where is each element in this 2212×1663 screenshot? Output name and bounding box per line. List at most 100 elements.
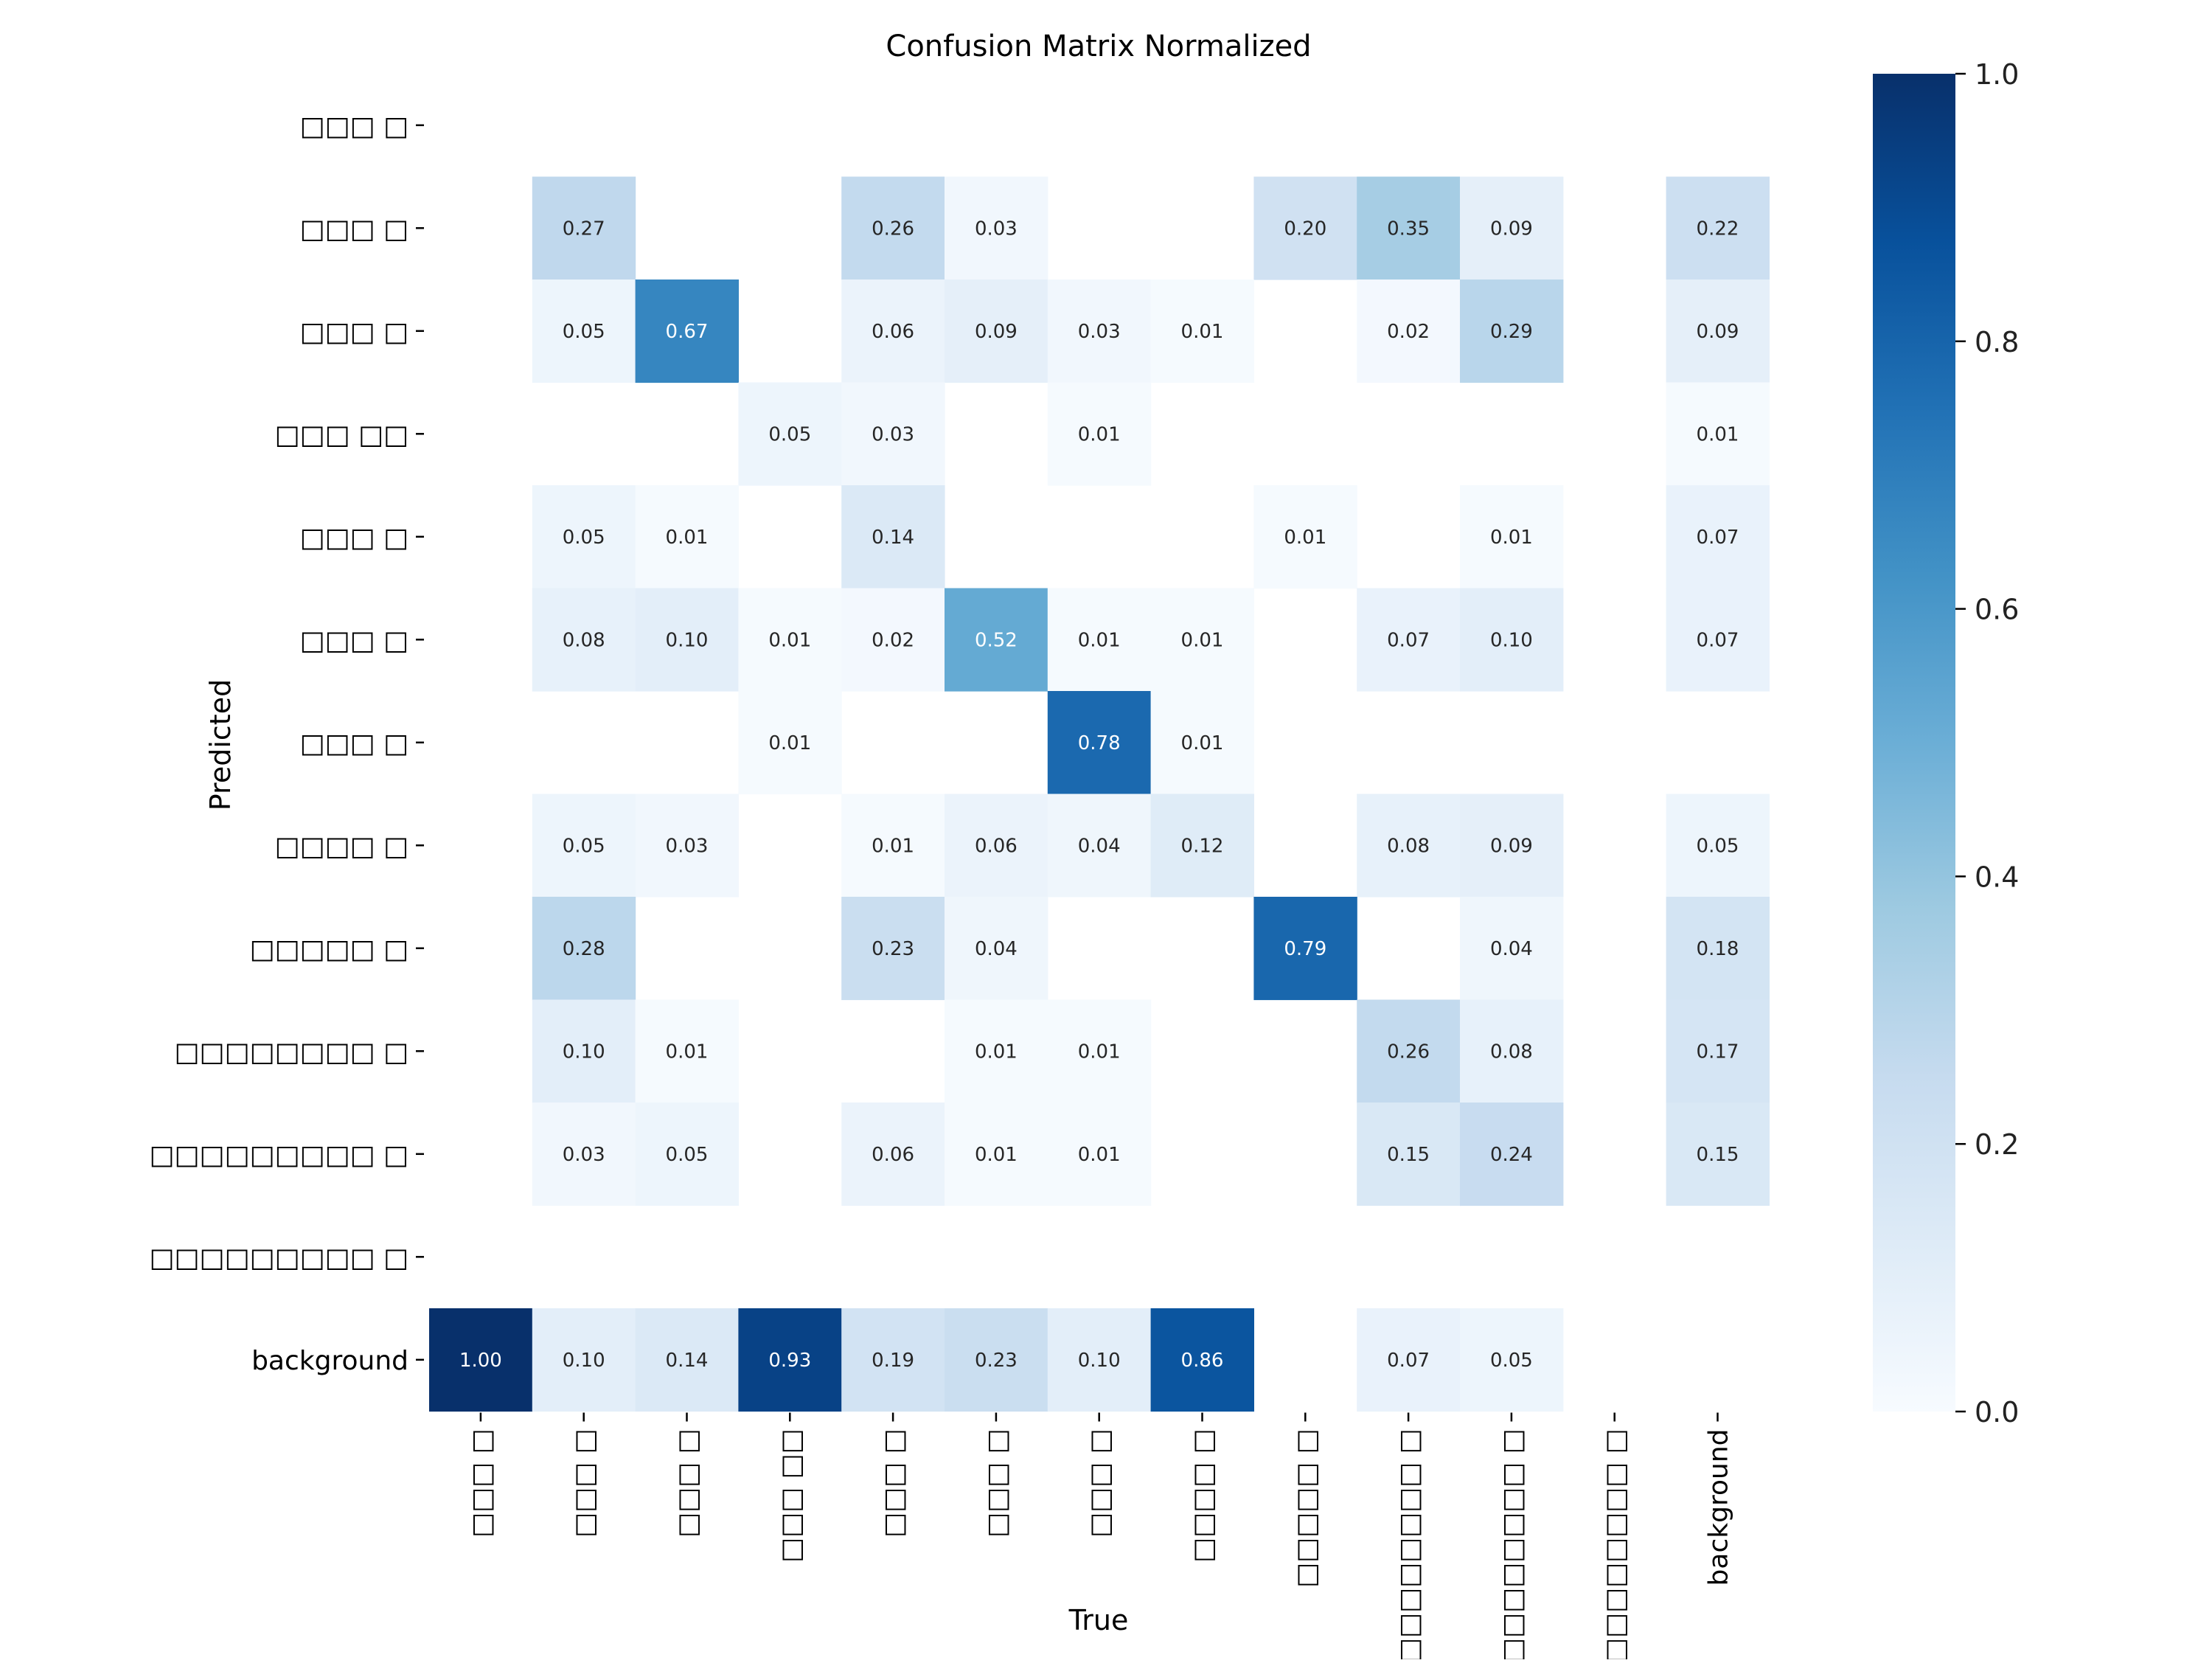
cell-value-label: 0.04 xyxy=(975,938,1018,960)
cell-value-label: 0.02 xyxy=(872,629,914,651)
heatmap-cell xyxy=(1253,485,1357,589)
cell-value-label: 0.27 xyxy=(563,218,605,240)
x-tick-label: background xyxy=(1704,1429,1734,1586)
cell-value-label: 0.10 xyxy=(1078,1350,1121,1372)
heatmap-cell xyxy=(635,280,739,383)
x-tick-label: □□□□□ □ xyxy=(1291,1429,1321,1589)
cell-value-label: 0.08 xyxy=(1387,835,1430,857)
heatmap-cell xyxy=(1047,280,1152,383)
cell-value-label: 0.19 xyxy=(872,1350,914,1372)
heatmap-cell xyxy=(1460,176,1564,280)
heatmap-cell xyxy=(945,897,1048,1001)
heatmap-cell xyxy=(945,588,1048,692)
y-tick-label: □□□ □ xyxy=(300,729,409,759)
cell-value-label: 0.07 xyxy=(1387,629,1430,651)
cell-value-label: 0.01 xyxy=(1490,527,1533,549)
cell-value-label: 0.09 xyxy=(1697,321,1739,343)
cell-value-label: 0.01 xyxy=(768,732,811,754)
cell-value-label: 0.78 xyxy=(1078,732,1121,754)
heatmap-cell xyxy=(1357,794,1461,898)
heatmap-cell xyxy=(1666,280,1770,383)
heatmap-cell xyxy=(841,897,945,1001)
x-tick-label: □□□ □ xyxy=(982,1429,1012,1538)
heatmap-cell xyxy=(635,1308,739,1412)
y-tick-label: □□□ □ xyxy=(300,111,409,142)
heatmap-cell xyxy=(1047,588,1152,692)
cell-value-label: 0.12 xyxy=(1181,835,1224,857)
cell-value-label: 0.14 xyxy=(666,1350,709,1372)
x-tick-label: □□□□□□□□ □ xyxy=(1394,1429,1425,1660)
cell-value-label: 0.06 xyxy=(975,835,1018,857)
x-tick-label: □□□□□□□□□ □ xyxy=(1498,1429,1528,1660)
cell-value-label: 0.17 xyxy=(1697,1041,1739,1063)
cell-value-label: 0.09 xyxy=(1490,835,1533,857)
y-tick-label: □□□ □ xyxy=(300,625,409,656)
colorbar-tick-label: 1.0 xyxy=(1975,58,2019,91)
cell-value-label: 0.10 xyxy=(563,1350,605,1372)
y-tick-label: □□□□ □ xyxy=(274,831,408,861)
cell-value-label: 0.01 xyxy=(768,629,811,651)
heatmap-cell xyxy=(738,382,842,486)
cell-value-label: 0.08 xyxy=(1490,1041,1533,1063)
cell-value-label: 0.01 xyxy=(975,1041,1018,1063)
cell-value-label: 0.01 xyxy=(666,527,709,549)
cell-value-label: 0.01 xyxy=(872,835,914,857)
cell-value-label: 0.06 xyxy=(872,321,914,343)
cell-value-label: 0.01 xyxy=(1078,1144,1121,1166)
y-tick-label: □□□□□□□□ □ xyxy=(174,1037,408,1067)
x-tick-label: □□□ □ xyxy=(673,1429,703,1538)
heatmap-cell xyxy=(1150,588,1254,692)
heatmap-cell xyxy=(841,794,945,898)
heatmap-cell xyxy=(1357,588,1461,692)
heatmap-cell xyxy=(635,1103,739,1207)
chart-title: Confusion Matrix Normalized xyxy=(886,29,1311,63)
cell-value-label: 0.26 xyxy=(872,218,914,240)
heatmap-cells xyxy=(429,176,1770,1412)
heatmap-cell xyxy=(1357,1103,1461,1207)
heatmap-cell xyxy=(1666,588,1770,692)
heatmap-cell xyxy=(1460,897,1564,1001)
heatmap-cell xyxy=(738,1308,842,1412)
heatmap-cell xyxy=(841,382,945,486)
x-axis-label: True xyxy=(1068,1604,1129,1636)
cell-value-label: 0.02 xyxy=(1387,321,1430,343)
heatmap-cell xyxy=(841,1103,945,1207)
heatmap-cell xyxy=(1460,1103,1564,1207)
colorbar-tick-label: 0.0 xyxy=(1975,1396,2019,1428)
y-tick-label: background xyxy=(251,1346,408,1376)
heatmap-cell xyxy=(1460,1308,1564,1412)
cell-value-label: 0.07 xyxy=(1387,1350,1430,1372)
cell-value-label: 0.03 xyxy=(975,218,1018,240)
cell-value-label: 0.01 xyxy=(1284,527,1326,549)
heatmap-cell xyxy=(1357,176,1461,280)
cell-value-label: 0.79 xyxy=(1284,938,1326,960)
heatmap-cell xyxy=(1150,691,1254,795)
cell-value-label: 0.01 xyxy=(975,1144,1018,1166)
cell-value-label: 0.07 xyxy=(1697,629,1739,651)
heatmap-cell xyxy=(1460,794,1564,898)
cell-value-label: 0.06 xyxy=(872,1144,914,1166)
colorbar xyxy=(1873,74,1955,1412)
x-tick-label: □□□ □□ xyxy=(776,1429,806,1563)
heatmap-cell xyxy=(1150,794,1254,898)
heatmap-cell xyxy=(532,897,636,1001)
cell-value-label: 0.01 xyxy=(666,1041,709,1063)
heatmap-cell xyxy=(1047,794,1152,898)
cell-value-label: 0.05 xyxy=(666,1144,709,1166)
cell-value-label: 0.29 xyxy=(1490,321,1533,343)
heatmap-cell xyxy=(1460,999,1564,1103)
cell-value-label: 0.15 xyxy=(1387,1144,1430,1166)
cell-value-label: 0.08 xyxy=(563,629,605,651)
cell-value-label: 0.05 xyxy=(563,321,605,343)
heatmap-cell xyxy=(532,999,636,1103)
cell-value-label: 0.15 xyxy=(1697,1144,1739,1166)
x-tick-label: □□□ □ xyxy=(1085,1429,1116,1538)
cell-value-label: 0.10 xyxy=(563,1041,605,1063)
heatmap-cell xyxy=(1150,1308,1254,1412)
cell-value-label: 0.04 xyxy=(1490,938,1533,960)
heatmap-cell xyxy=(1666,897,1770,1001)
y-tick-label: □□□□□ □ xyxy=(249,934,408,965)
heatmap-cell xyxy=(1666,176,1770,280)
heatmap-cell xyxy=(1047,691,1152,795)
